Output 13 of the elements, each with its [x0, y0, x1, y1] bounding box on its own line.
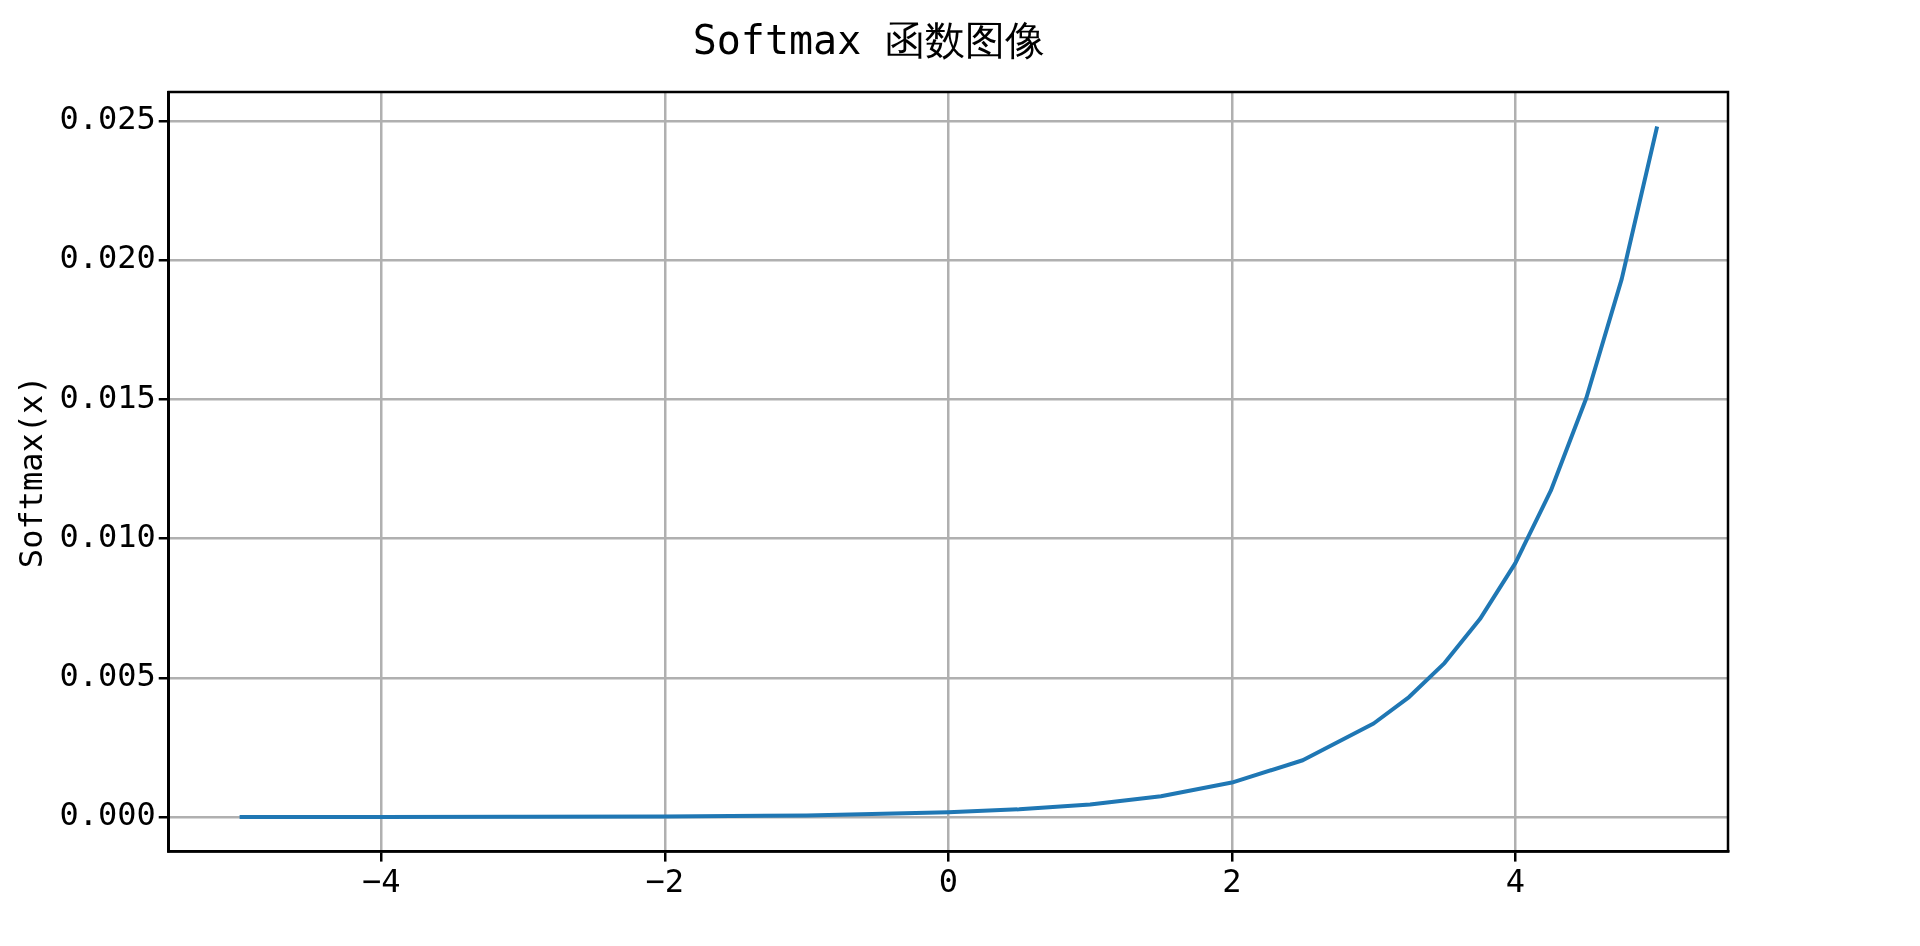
x-tick-label: 4 [1505, 862, 1525, 901]
y-tick-label: 0.010 [59, 516, 156, 555]
x-tick-label: −2 [645, 862, 685, 901]
y-tick-label: 0.015 [59, 377, 156, 416]
x-tick-label: 2 [1222, 862, 1242, 901]
y-tick-label: 0.000 [59, 795, 156, 834]
x-tick-label: −4 [362, 862, 401, 901]
y-tick-label: 0.020 [59, 238, 156, 277]
y-tick-label: 0.025 [59, 99, 156, 138]
x-tick-label: 0 [938, 862, 958, 901]
y-axis-title: Softmax(x) [11, 375, 50, 569]
chart-title: Softmax 函数图像 [692, 17, 1046, 64]
y-tick-label: 0.005 [59, 656, 156, 695]
